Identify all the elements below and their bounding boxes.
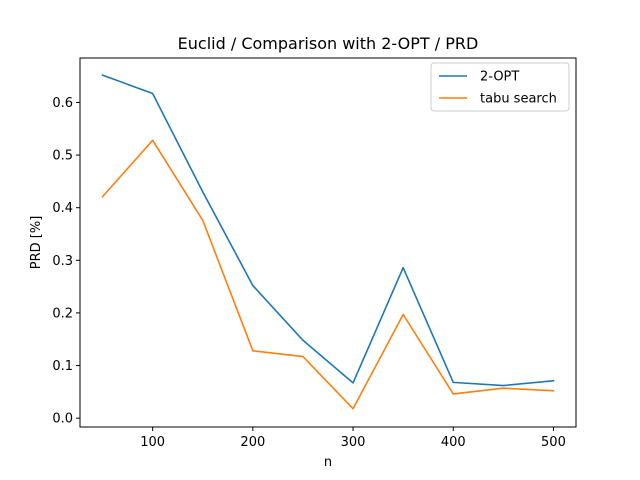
x-tick-label: 200 — [240, 435, 265, 450]
series-lines — [101, 74, 555, 410]
y-tick-label: 0.2 — [52, 306, 73, 321]
legend: 2-OPT tabu search — [430, 62, 570, 112]
y-tick-label: 0.4 — [52, 201, 73, 216]
x-tick-label: 400 — [441, 435, 466, 450]
x-tick-label: 300 — [341, 435, 366, 450]
series-line-tabu-search — [101, 139, 555, 410]
y-axis-label: PRD [%] — [29, 216, 44, 270]
plot-area — [79, 57, 577, 428]
x-tick-label: 500 — [541, 435, 566, 450]
y-axis: 0.0 0.1 0.2 0.3 0.4 0.5 0.6 — [52, 96, 80, 427]
legend-box — [430, 62, 570, 112]
chart-title: Euclid / Comparison with 2-OPT / PRD — [178, 34, 479, 53]
y-tick-label: 0.6 — [52, 96, 73, 111]
y-tick-label: 0.0 — [52, 412, 73, 427]
x-axis-label: n — [324, 455, 332, 470]
legend-label: tabu search — [480, 92, 557, 107]
series-line-2-opt — [101, 74, 555, 387]
y-tick-label: 0.3 — [52, 254, 73, 269]
x-tick-label: 100 — [140, 435, 165, 450]
y-tick-label: 0.5 — [52, 149, 73, 164]
legend-label: 2-OPT — [480, 70, 519, 85]
x-axis: 100 200 300 400 500 — [140, 427, 566, 450]
y-tick-label: 0.1 — [52, 359, 73, 374]
